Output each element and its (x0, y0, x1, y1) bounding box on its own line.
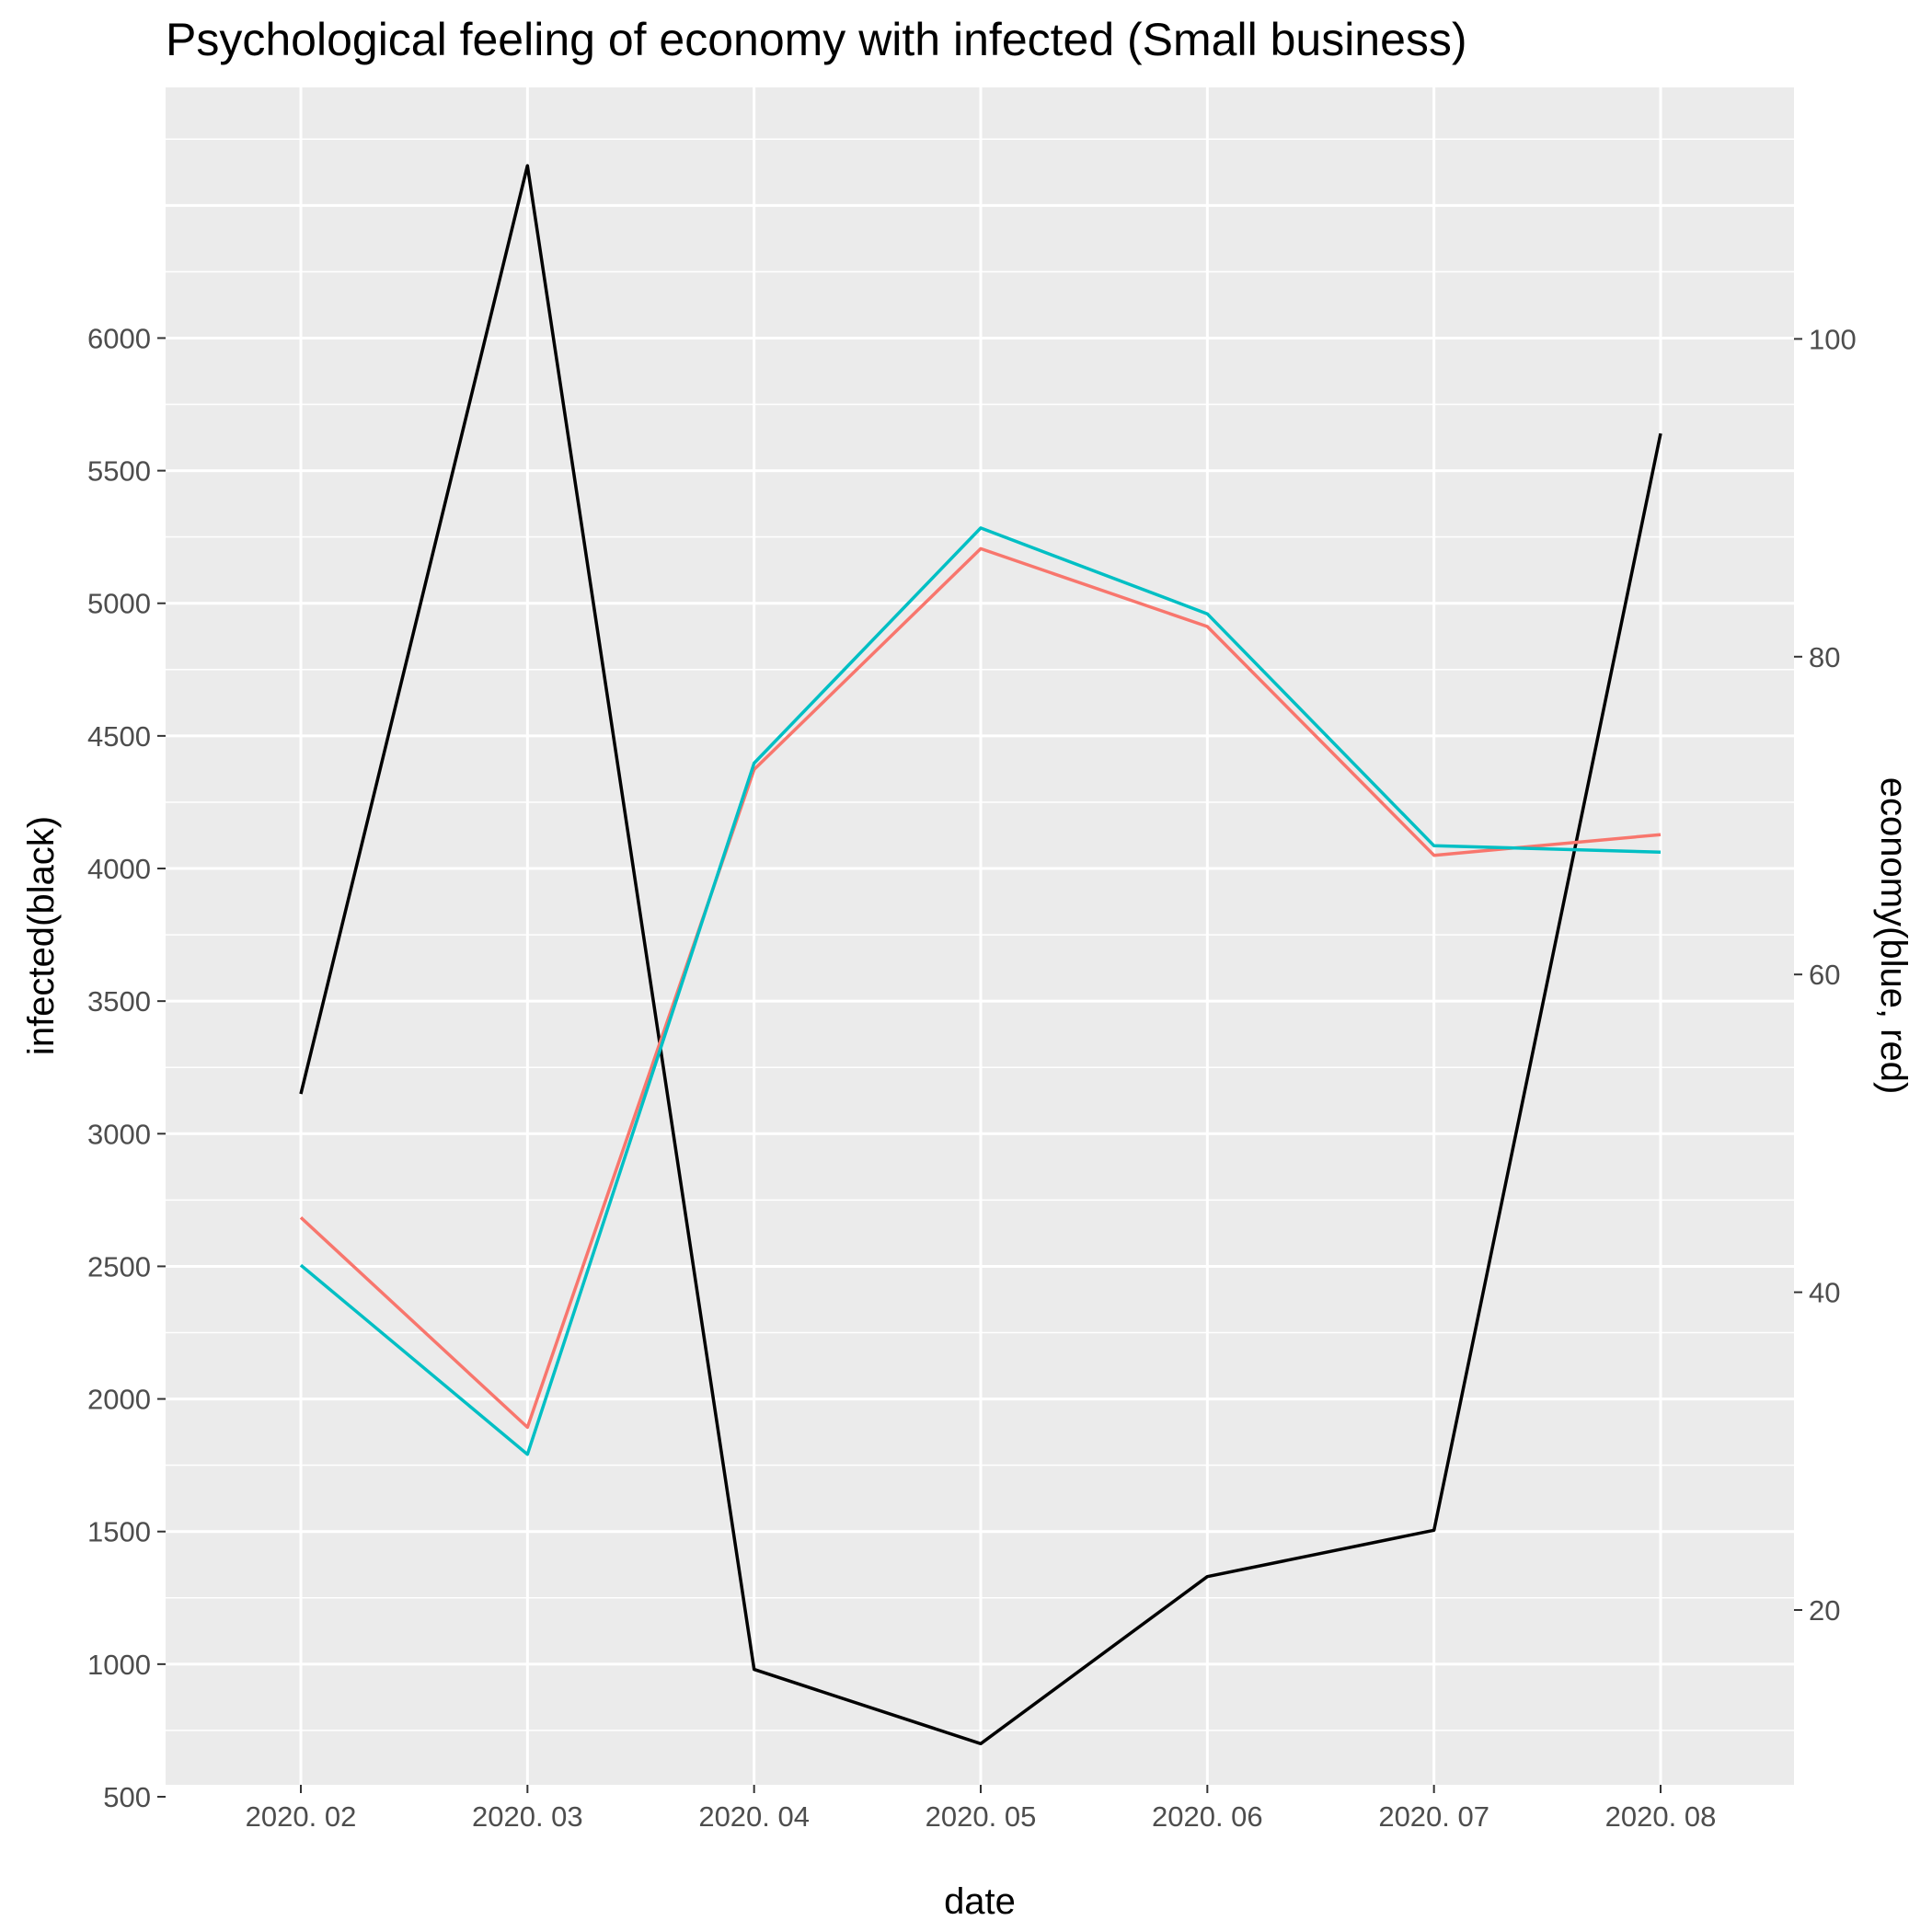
right-axis-tick-label: 20 (1809, 1594, 1840, 1627)
x-axis: 2020. 02 2020. 03 2020. 04 2020. 05 2020. 06… (246, 1785, 1717, 1833)
left-axis-tick-label: 4500 (87, 720, 151, 753)
left-axis-tick-label: 1000 (87, 1649, 151, 1681)
left-axis-tick-label: 5500 (87, 455, 151, 488)
x-axis-tick-label: 2020. 07 (1378, 1800, 1489, 1833)
left-axis-tick-label: 4000 (87, 853, 151, 885)
x-axis-tick-label: 2020. 06 (1152, 1800, 1263, 1833)
x-axis-tick-label: 2020. 08 (1605, 1800, 1717, 1833)
left-axis-tick-label: 3000 (87, 1118, 151, 1150)
left-axis-tick-label: 1500 (87, 1516, 151, 1548)
left-axis-tick-label: 3500 (87, 985, 151, 1018)
right-axis-tick-label: 80 (1809, 641, 1840, 673)
right-axis-tick-label: 100 (1809, 323, 1857, 355)
left-axis-tick-label: 500 (103, 1781, 151, 1813)
left-axis-tick-label: 2000 (87, 1384, 151, 1416)
x-axis-tick-label: 2020. 03 (472, 1800, 583, 1833)
x-axis-title: date (944, 1881, 1016, 1922)
right-axis: 20 40 60 80 100 (1794, 323, 1857, 1627)
major-gridlines (166, 87, 1794, 1799)
series-layer (299, 164, 1662, 1746)
left-axis-tick-label: 5000 (87, 588, 151, 620)
right-axis-tick-label: 40 (1809, 1277, 1840, 1309)
economy-red-line (299, 546, 1662, 1430)
right-axis-tick-label: 60 (1809, 959, 1840, 991)
x-axis-tick-label: 2020. 04 (698, 1800, 810, 1833)
economy-blue-line (299, 526, 1662, 1456)
left-axis-tick-label: 6000 (87, 322, 151, 354)
chart-title: Psychological feeling of economy with in… (166, 14, 1467, 65)
left-axis: 500 1000 1500 2000 2500 3000 3500 4000 4500 5000 5… (87, 322, 166, 1813)
left-axis-tick-label: 2500 (87, 1250, 151, 1282)
left-axis-title: infected(black) (21, 816, 62, 1055)
x-axis-tick-label: 2020. 02 (246, 1800, 357, 1833)
infected-line (299, 164, 1662, 1746)
x-axis-tick-label: 2020. 05 (926, 1800, 1037, 1833)
right-axis-title: economy(blue, red) (1873, 777, 1914, 1095)
